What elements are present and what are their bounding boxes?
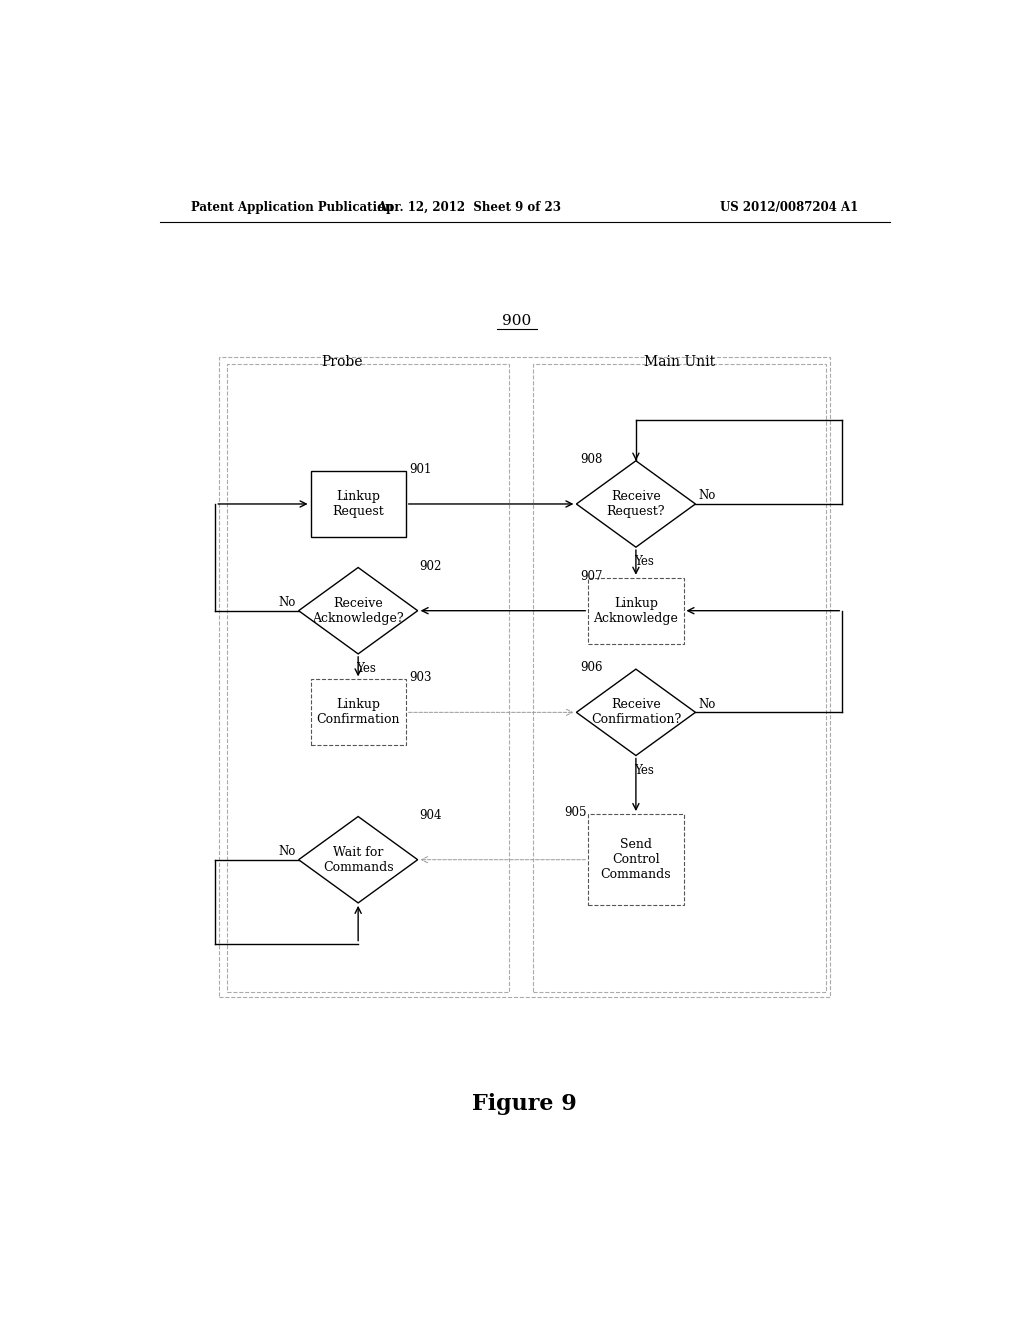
- Text: 907: 907: [581, 570, 603, 582]
- Bar: [227, 364, 509, 991]
- Text: Linkup
Confirmation: Linkup Confirmation: [316, 698, 400, 726]
- Text: No: No: [279, 597, 296, 609]
- Text: No: No: [279, 845, 296, 858]
- Polygon shape: [299, 817, 418, 903]
- Text: 906: 906: [581, 661, 603, 675]
- Text: 902: 902: [419, 560, 441, 573]
- Bar: [310, 680, 406, 746]
- Text: Linkup
Request: Linkup Request: [332, 490, 384, 517]
- Polygon shape: [299, 568, 418, 653]
- Bar: [310, 471, 406, 537]
- Text: 905: 905: [564, 807, 587, 818]
- Text: No: No: [698, 698, 716, 710]
- Text: 904: 904: [419, 809, 441, 821]
- Text: Yes: Yes: [634, 556, 653, 569]
- Text: Wait for
Commands: Wait for Commands: [323, 846, 393, 874]
- Polygon shape: [577, 669, 695, 755]
- Text: 900: 900: [502, 314, 531, 329]
- Text: Yes: Yes: [634, 764, 653, 776]
- Text: No: No: [698, 490, 716, 503]
- Text: US 2012/0087204 A1: US 2012/0087204 A1: [720, 201, 858, 214]
- Text: Receive
Confirmation?: Receive Confirmation?: [591, 698, 681, 726]
- Text: 903: 903: [409, 672, 431, 684]
- Text: Yes: Yes: [356, 663, 376, 675]
- Polygon shape: [577, 461, 695, 548]
- Text: Main Unit: Main Unit: [644, 355, 715, 368]
- Text: 901: 901: [409, 463, 431, 477]
- Text: Receive
Acknowledge?: Receive Acknowledge?: [312, 597, 403, 624]
- Text: Apr. 12, 2012  Sheet 9 of 23: Apr. 12, 2012 Sheet 9 of 23: [377, 201, 561, 214]
- Bar: [588, 814, 684, 906]
- Text: Receive
Request?: Receive Request?: [606, 490, 666, 517]
- Text: Send
Control
Commands: Send Control Commands: [601, 838, 671, 882]
- Bar: [532, 364, 826, 991]
- Bar: [588, 578, 684, 644]
- Text: Patent Application Publication: Patent Application Publication: [191, 201, 394, 214]
- Text: Figure 9: Figure 9: [472, 1093, 578, 1114]
- Bar: [219, 356, 830, 997]
- Text: 908: 908: [581, 453, 603, 466]
- Text: Probe: Probe: [322, 355, 364, 368]
- Text: Linkup
Acknowledge: Linkup Acknowledge: [594, 597, 678, 624]
